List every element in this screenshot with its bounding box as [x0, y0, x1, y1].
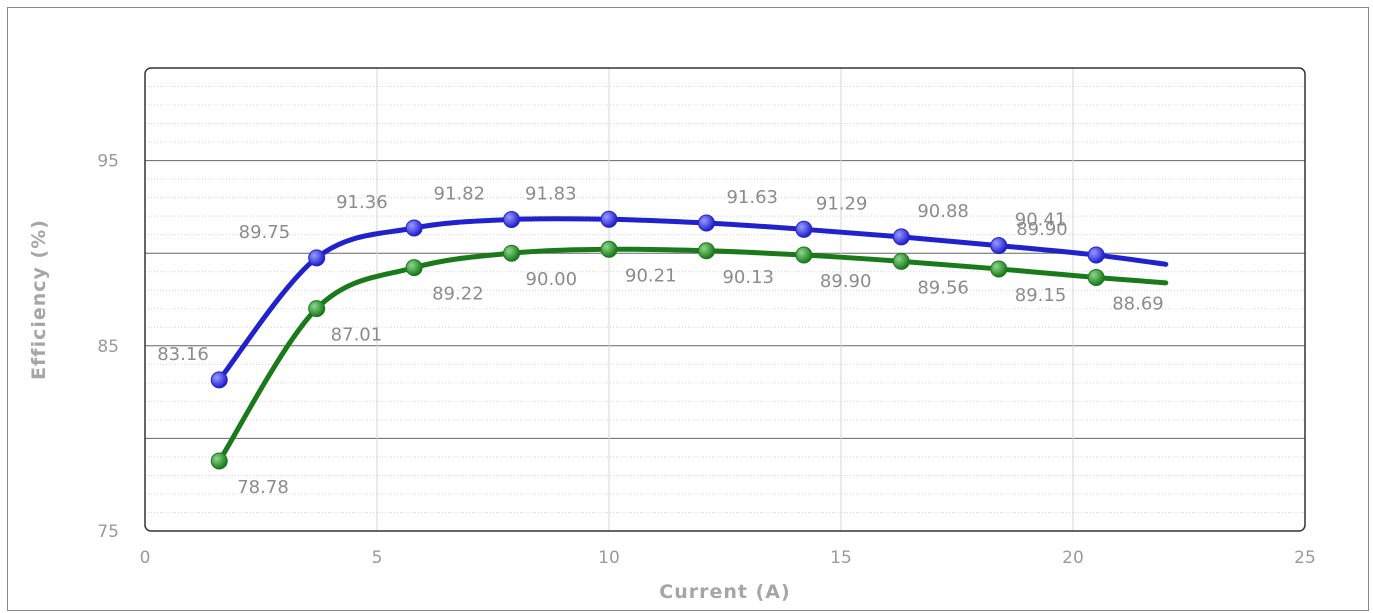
- data-point: [892, 252, 910, 270]
- data-point: [990, 260, 1008, 278]
- data-label: 78.78: [237, 477, 289, 498]
- data-label: 89.22: [432, 284, 484, 305]
- data-point: [600, 210, 618, 228]
- data-label: 91.82: [434, 183, 486, 204]
- x-tick-label: 20: [1062, 548, 1084, 568]
- data-point: [503, 244, 521, 262]
- data-point: [405, 219, 423, 237]
- y-tick-label: 85: [97, 337, 119, 357]
- data-point: [892, 228, 910, 246]
- data-label: 89.56: [917, 277, 969, 298]
- data-label: 83.16: [157, 344, 209, 365]
- data-point: [795, 220, 813, 238]
- data-label: 91.29: [816, 193, 868, 214]
- data-point: [1087, 268, 1105, 286]
- data-label: 88.69: [1112, 293, 1164, 314]
- data-point: [1087, 246, 1105, 264]
- data-point: [405, 259, 423, 277]
- data-label: 90.00: [526, 269, 578, 290]
- data-point: [795, 246, 813, 264]
- data-point: [600, 240, 618, 258]
- x-tick-label: 0: [140, 548, 151, 568]
- data-point: [697, 242, 715, 260]
- y-axis-label: Efficiency (%): [28, 219, 50, 380]
- data-label: 87.01: [331, 325, 383, 346]
- y-tick-label: 75: [97, 522, 119, 542]
- data-point: [990, 237, 1008, 255]
- data-point: [503, 210, 521, 228]
- data-point: [308, 249, 326, 267]
- x-tick-label: 10: [598, 548, 620, 568]
- data-point: [308, 300, 326, 318]
- x-tick-label: 5: [372, 548, 383, 568]
- x-axis-label: Current (A): [659, 581, 790, 603]
- data-label: 90.88: [917, 201, 969, 222]
- plot-area: [144, 67, 1306, 532]
- x-tick-label: 25: [1294, 548, 1316, 568]
- data-label: 90.41: [1015, 210, 1067, 231]
- x-tick-label: 15: [830, 548, 852, 568]
- data-label: 89.90: [1016, 219, 1068, 240]
- data-labels: 83.16 89.75 91.36 91.82 91.83 91.63 91.29 90.88…: [157, 183, 1163, 498]
- data-label: 91.36: [336, 192, 388, 213]
- series-line-1: [216, 216, 1169, 383]
- data-point: [210, 371, 228, 389]
- data-point: [210, 452, 228, 470]
- data-label: 90.13: [722, 267, 774, 288]
- data-label: 89.15: [1015, 285, 1067, 306]
- data-label: 90.21: [625, 265, 677, 286]
- data-label: 89.90: [820, 271, 872, 292]
- data-point: [697, 214, 715, 232]
- data-label: 89.75: [239, 222, 291, 243]
- axis-ticks: 0 5 10 15 20 25 75 85 95: [97, 152, 1315, 568]
- data-label: 91.63: [726, 187, 778, 208]
- grid-lines: [145, 68, 1305, 531]
- data-label: 91.83: [525, 183, 577, 204]
- series-line-2: [216, 246, 1169, 464]
- y-tick-label: 95: [97, 152, 119, 172]
- series-lines: [210, 210, 1169, 470]
